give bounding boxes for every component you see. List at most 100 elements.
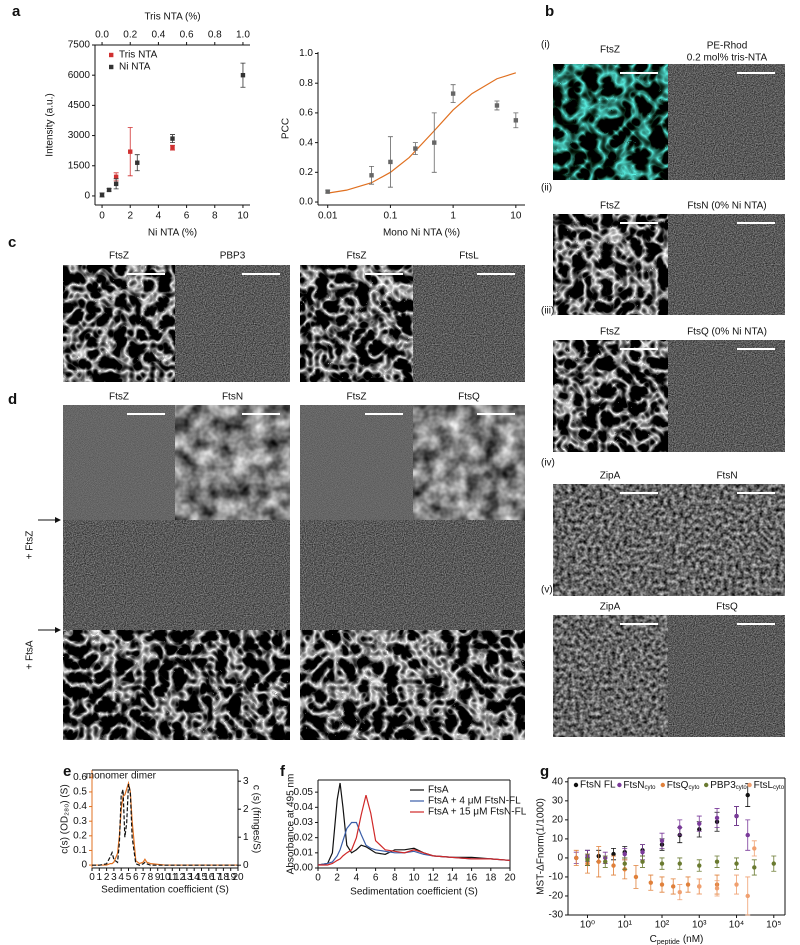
legend-label: PBP3cyto (710, 780, 747, 791)
image-label: FtsZ (347, 392, 367, 403)
x-tick-label: 3 (111, 872, 117, 883)
micrograph (668, 214, 785, 315)
image-label: PBP3 (220, 251, 246, 262)
image-label: FtsZ (600, 45, 620, 56)
x-tick-label: 0 (89, 872, 95, 883)
data-point (714, 886, 720, 891)
x2-tick-label: 1.0 (236, 30, 250, 41)
micrograph (300, 520, 413, 630)
data-point (603, 859, 608, 864)
data-point (697, 821, 702, 826)
micrograph (553, 64, 668, 180)
panel-label: d (8, 391, 17, 408)
legend-swatch (704, 782, 709, 788)
y2-tick-label: 0 (243, 860, 249, 871)
x2-tick-label: 0.8 (208, 30, 222, 41)
image-label: FtsQ (716, 602, 738, 613)
data-point (771, 861, 776, 866)
data-point (240, 72, 246, 78)
micrograph (668, 64, 785, 180)
y-tick-label: 0.5 (73, 787, 87, 798)
image-label: FtsZ (347, 251, 367, 262)
image-label: FtsZ (600, 201, 620, 212)
y-tick-label: 0.2 (299, 167, 313, 178)
panel-label: c (8, 234, 16, 251)
x-tick-label: 10⁵ (766, 920, 781, 931)
legend-label: FtsLcyto (754, 780, 785, 791)
x2-axis-label: Tris NTA (%) (144, 12, 200, 23)
series-line (318, 795, 511, 866)
y-axis-label: PCC (281, 118, 292, 139)
legend-label-sub: cyto (773, 785, 785, 791)
y-tick-label: 0.01 (294, 847, 314, 858)
x-tick-label: 10 (237, 211, 249, 222)
y-tick-label: 0.0 (299, 197, 313, 208)
y-tick-label: 3000 (68, 130, 91, 141)
micrograph (553, 340, 668, 452)
micrograph (300, 265, 413, 382)
y2-axis-label: c (s) (fringes/S) (250, 785, 261, 853)
x-tick-label: 8 (212, 211, 218, 222)
x-tick-label: 13 (181, 872, 193, 883)
x-axis-label: Mono Ni NTA (%) (383, 228, 460, 239)
x-tick-label: 8 (148, 872, 154, 883)
y2-tick-label: 2 (243, 804, 249, 815)
data-point (677, 861, 682, 866)
x-tick-label: 16 (466, 873, 478, 884)
micrograph (63, 405, 175, 520)
panel-label: a (12, 3, 21, 20)
legend-swatch (747, 782, 752, 788)
data-point (494, 103, 500, 108)
legend-swatch (573, 782, 579, 788)
image-label: FtsQ (0% Ni NTA) (687, 327, 767, 338)
data-point (113, 181, 119, 187)
x2-tick-label: 0.0 (95, 30, 109, 41)
micrograph (553, 214, 668, 315)
data-point (714, 859, 720, 864)
micrograph (300, 405, 413, 520)
legend-swatch (660, 782, 665, 788)
data-point (745, 832, 750, 838)
data-point (170, 136, 175, 141)
panel-label: g (540, 763, 549, 780)
data-point (369, 173, 374, 178)
y-tick-label: -20 (549, 891, 564, 902)
y-tick-label: 0 (84, 191, 90, 202)
x-tick-label: 0.01 (318, 211, 338, 222)
micrograph (668, 615, 785, 737)
x-tick-label: 0.1 (383, 211, 397, 222)
y-tick-label: 7500 (68, 40, 91, 51)
x-tick-label: 12 (428, 873, 440, 884)
image-label: FtsQ (458, 392, 480, 403)
x-tick-label: 6 (133, 872, 139, 883)
micrograph (668, 484, 785, 596)
x-tick-label: 10⁴ (729, 920, 744, 931)
x-tick-label: 18 (218, 872, 230, 883)
x2-tick-label: 0.6 (180, 30, 194, 41)
x-tick-label: 20 (504, 873, 516, 884)
data-point (659, 882, 665, 887)
y-tick-label: 1.0 (299, 48, 313, 59)
image-label: 0.2 mol% tris-NTA (687, 53, 768, 64)
row-label: + FtsZ (25, 531, 36, 560)
legend-label-main: FtsQ (667, 780, 689, 791)
x-axis-label: Ni NTA (%) (148, 228, 197, 239)
image-label: ZipA (600, 602, 621, 613)
legend-label: FtsA (428, 785, 449, 796)
series-line (92, 780, 238, 866)
y-tick-label: -10 (549, 872, 564, 883)
data-point (622, 861, 627, 866)
image-label: FtsN (222, 392, 243, 403)
x-axis-label: Cpeptide (nM) (650, 934, 704, 945)
x-tick-label: 17 (211, 872, 223, 883)
x-tick-label: 10 (408, 873, 420, 884)
x-tick-label: 7 (140, 872, 146, 883)
y-tick-label: 6000 (68, 70, 91, 81)
legend-label-sub: cyto (645, 785, 657, 791)
data-point (574, 855, 579, 861)
x-tick-label: 10 (159, 872, 171, 883)
y-axis-label: Intensity (a.u.) (45, 93, 56, 156)
panel-numeral: (iv) (541, 458, 555, 469)
y-tick-label: 0.00 (294, 863, 314, 874)
